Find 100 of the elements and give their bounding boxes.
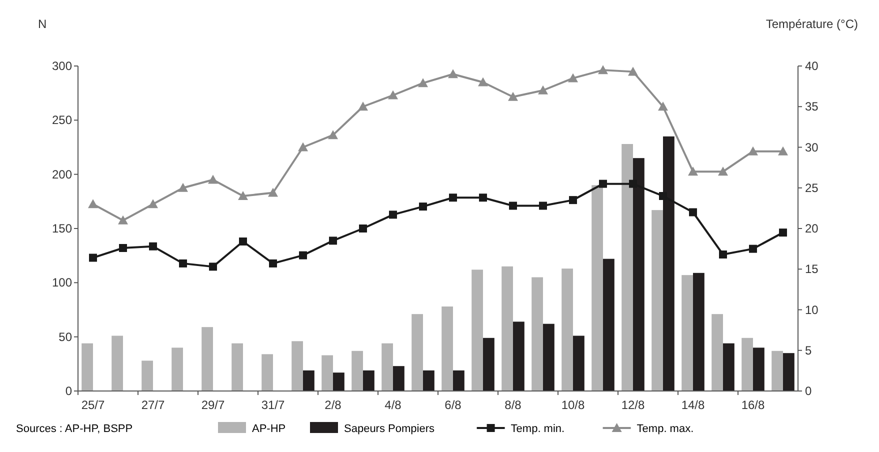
point <box>148 199 158 208</box>
point <box>419 202 427 211</box>
bar <box>753 348 764 391</box>
y2-tick-label: 0 <box>805 384 812 398</box>
bar <box>573 336 584 391</box>
x-tick-label: 29/7 <box>201 398 225 412</box>
bar <box>742 338 753 391</box>
y2-axis-title: Température (°C) <box>766 17 858 31</box>
point <box>239 238 247 246</box>
bar <box>652 210 663 391</box>
bar <box>352 350 363 391</box>
point <box>238 191 248 200</box>
x-tick-label: 8/8 <box>504 398 522 412</box>
point <box>448 69 458 78</box>
bar <box>292 341 303 391</box>
y-tick-label: 0 <box>65 384 72 398</box>
bar <box>262 354 273 391</box>
bar <box>303 370 314 391</box>
point <box>568 73 578 82</box>
bar <box>382 343 393 391</box>
point <box>688 166 698 176</box>
legend-label: Temp. max. <box>636 423 694 435</box>
bar <box>772 350 783 391</box>
point <box>569 196 577 204</box>
point <box>748 146 758 156</box>
point <box>598 65 608 74</box>
x-tick-label: 10/8 <box>561 398 585 412</box>
bar <box>442 306 453 391</box>
point <box>418 78 428 88</box>
point <box>329 236 337 245</box>
point <box>388 90 398 100</box>
bar <box>393 366 404 391</box>
x-tick-label: 2/8 <box>324 398 342 412</box>
point <box>149 242 157 250</box>
y-tick-label: 300 <box>52 59 72 73</box>
point <box>658 102 668 111</box>
x-tick-label: 14/8 <box>681 398 705 412</box>
point <box>509 202 517 210</box>
x-tick-label: 4/8 <box>384 398 402 412</box>
point <box>779 228 787 237</box>
legend-label: Sapeurs Pompiers <box>344 423 435 435</box>
y2-tick-label: 30 <box>805 140 819 154</box>
y2-tick-label: 25 <box>805 180 819 195</box>
source-note: Sources : AP-HP, BSPP <box>16 423 133 435</box>
bar <box>532 277 543 391</box>
x-tick-label: 27/7 <box>141 398 165 412</box>
point <box>538 85 548 94</box>
y-tick-label: 250 <box>52 113 72 128</box>
y2-tick-label: 5 <box>805 343 812 358</box>
point <box>749 244 757 253</box>
point <box>629 180 637 188</box>
x-tick-label: 16/8 <box>741 398 765 412</box>
bar <box>693 272 704 391</box>
point <box>358 102 368 111</box>
point <box>689 208 697 216</box>
bar <box>112 336 123 391</box>
bar <box>592 185 603 391</box>
bar <box>622 144 633 391</box>
bar <box>333 372 344 391</box>
bar <box>142 360 153 391</box>
bar <box>322 355 333 391</box>
bar <box>712 314 723 391</box>
point <box>328 130 338 140</box>
y2-tick-label: 35 <box>805 100 819 114</box>
y-tick-label: 200 <box>52 167 72 182</box>
point <box>389 210 397 219</box>
point <box>659 192 667 200</box>
legend-label: Temp. min. <box>510 423 565 435</box>
point <box>628 66 638 76</box>
bar <box>472 270 483 391</box>
bar <box>202 327 213 391</box>
y2-tick-label: 10 <box>805 302 819 317</box>
bar <box>412 314 423 391</box>
bar <box>723 343 734 391</box>
y-tick-label: 150 <box>52 222 72 236</box>
bar <box>82 343 93 391</box>
point <box>179 259 187 268</box>
bar <box>562 268 573 391</box>
bar <box>483 338 494 391</box>
y2-tick-label: 40 <box>805 59 819 73</box>
bar <box>423 370 434 391</box>
bar <box>513 322 524 391</box>
bar <box>453 370 464 391</box>
x-tick-label: 25/7 <box>81 398 105 412</box>
point <box>479 194 487 202</box>
bar <box>783 353 794 391</box>
bar <box>232 343 243 391</box>
point <box>449 194 457 202</box>
point <box>209 262 217 271</box>
bar <box>603 258 614 391</box>
point <box>719 250 727 258</box>
bar <box>682 275 693 391</box>
point <box>778 146 788 156</box>
point <box>88 199 98 208</box>
x-tick-label: 12/8 <box>621 398 645 412</box>
point <box>718 166 728 176</box>
point <box>269 259 277 268</box>
y2-tick-label: 15 <box>805 262 819 276</box>
y-tick-label: 50 <box>58 330 72 344</box>
y2-tick-label: 20 <box>805 222 819 236</box>
